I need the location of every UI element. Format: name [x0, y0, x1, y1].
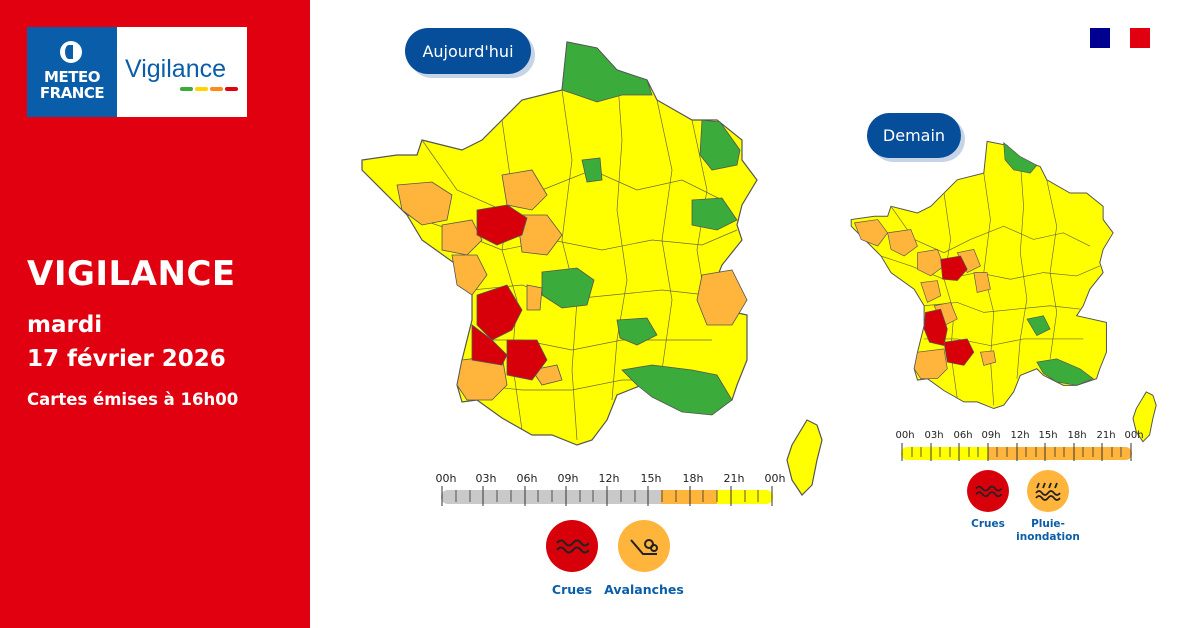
- vigilance-logo-text: Vigilance: [125, 55, 227, 83]
- timeline-segment-none: [441, 490, 661, 504]
- red-zones: [923, 255, 975, 366]
- timeline-segment-orange: [988, 447, 1132, 460]
- flood-waves-icon: [967, 470, 1009, 512]
- timeline-tomorrow-labels: 00h 03h 06h 09h 12h 15h 18h 21h 00h: [895, 430, 1143, 444]
- green-zones: [541, 41, 741, 416]
- phenomenon-label: Avalanches: [604, 582, 684, 597]
- orange-zones: [854, 219, 997, 380]
- brand-line2: FRANCE: [39, 84, 105, 102]
- vigilance-logo: Vigilance: [117, 27, 247, 117]
- time-label: 00h: [1124, 430, 1144, 441]
- weekday: mardi: [27, 312, 103, 338]
- time-label: 03h: [475, 472, 497, 485]
- bar-green: [180, 87, 193, 91]
- rain-flood-icon: [1027, 470, 1069, 512]
- time-label: 18h: [682, 472, 704, 485]
- time-label: 15h: [1038, 430, 1058, 441]
- republique-francaise-flag-icon: [1090, 28, 1150, 48]
- red-zones: [471, 204, 548, 381]
- map-tomorrow: [850, 140, 1157, 443]
- tomorrow-label: Demain: [867, 113, 961, 158]
- time-label: 00h: [435, 472, 457, 485]
- phenomenon-label: Pluie- inondation: [1016, 518, 1080, 543]
- bar-orange: [210, 87, 223, 91]
- timeline-tomorrow-ticks: [901, 443, 1132, 461]
- phenomenon-crues-tomorrow: Crues: [964, 470, 1012, 530]
- corsica: [786, 419, 823, 496]
- headline: VIGILANCE: [27, 254, 236, 294]
- time-label: 12h: [598, 472, 620, 485]
- flood-waves-icon: [546, 520, 598, 572]
- orange-zones: [396, 169, 748, 401]
- time-label: 12h: [1010, 430, 1030, 441]
- bar-yellow: [195, 87, 208, 91]
- issued-time: Cartes émises à 16h00: [27, 390, 239, 409]
- vigilance-color-bars: [180, 87, 238, 91]
- today-label: Aujourd'hui: [405, 28, 531, 74]
- meteo-france-logo: METEO FRANCE: [27, 27, 117, 117]
- left-panel: METEO FRANCE Vigilance VIGILANCE mardi 1…: [0, 0, 310, 628]
- brand-line1: METEO: [44, 68, 100, 86]
- timeline-today-ticks: [441, 486, 773, 506]
- phenomenon-pluie-inondation-tomorrow: Pluie- inondation: [1016, 470, 1080, 544]
- timeline-segment-yellow: [901, 447, 988, 460]
- timeline-tomorrow-bar: [901, 447, 1132, 460]
- meteo-france-emblem-icon: [60, 41, 82, 63]
- phenomenon-label: Crues: [971, 518, 1005, 530]
- avalanche-icon: [618, 520, 670, 572]
- corsica: [1132, 391, 1157, 443]
- time-label: 06h: [516, 472, 538, 485]
- timeline-today: 00h 03h 06h 09h 12h 15h 18h 21h 00h: [436, 472, 786, 506]
- green-zones: [1003, 141, 1094, 386]
- time-label: 15h: [640, 472, 662, 485]
- time-label: 21h: [1096, 430, 1116, 441]
- timeline-today-labels: 00h 03h 06h 09h 12h 15h 18h 21h 00h: [436, 472, 786, 486]
- bulletin-date: 17 février 2026: [27, 346, 226, 372]
- time-label: 06h: [953, 430, 973, 441]
- time-label: 00h: [895, 430, 915, 441]
- phenomenon-avalanches-today: Avalanches: [603, 520, 685, 597]
- map-today: [361, 41, 823, 496]
- bar-red: [225, 87, 238, 91]
- time-label: 18h: [1067, 430, 1087, 441]
- time-label: 03h: [924, 430, 944, 441]
- time-label: 09h: [557, 472, 579, 485]
- time-label: 00h: [764, 472, 786, 485]
- phenomenon-crues-today: Crues: [541, 520, 603, 597]
- phenomenon-label: Crues: [551, 582, 593, 597]
- meteo-france-vigilance-logo: METEO FRANCE Vigilance: [27, 27, 247, 117]
- timeline-tomorrow: 00h 03h 06h 09h 12h 15h 18h 21h 00h: [895, 430, 1144, 462]
- time-label: 09h: [981, 430, 1001, 441]
- time-label: 21h: [723, 472, 745, 485]
- france-outline: [361, 41, 758, 446]
